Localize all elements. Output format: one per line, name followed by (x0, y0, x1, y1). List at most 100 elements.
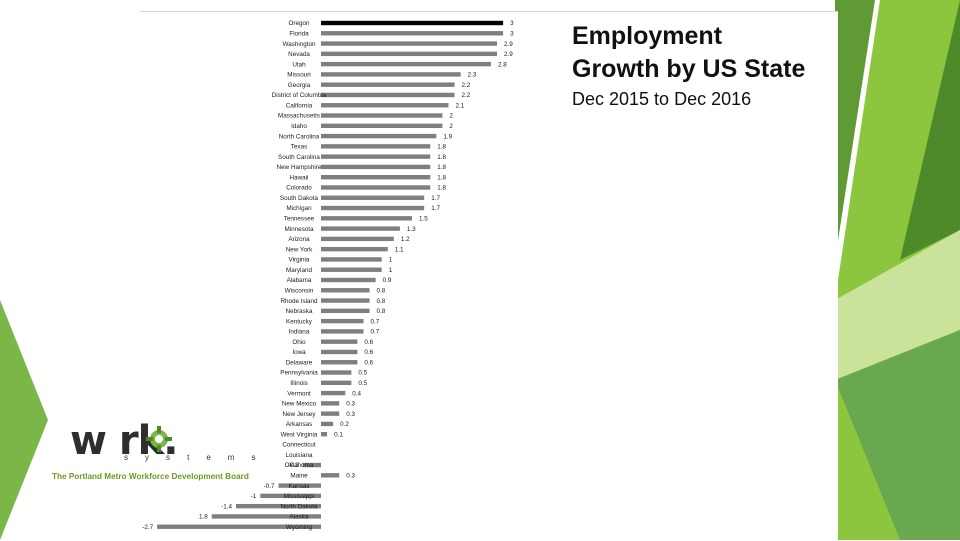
value-label-michigan: 1.7 (431, 205, 440, 212)
green-gear-star-icon (146, 426, 172, 452)
value-label-maryland: 1 (389, 267, 393, 274)
bar-missouri (321, 72, 461, 76)
category-label-district-of-columbia: District of Columbia (272, 92, 327, 99)
category-label-delaware: Delaware (286, 359, 313, 366)
bar-arizona (321, 237, 394, 241)
category-label-hawaii: Hawaii (290, 174, 309, 181)
category-label-kansas: Kansas (288, 483, 309, 490)
value-label-nevada: 2.9 (504, 51, 513, 58)
bar-ohio (321, 339, 357, 343)
bar-california (321, 103, 448, 107)
bar-tennessee (321, 216, 412, 220)
category-label-alabama: Alabama (287, 277, 312, 284)
value-label-tennessee: 1.5 (419, 216, 428, 223)
category-label-pennsylvania: Pennsylvania (280, 370, 318, 377)
value-label-alabama: 0.9 (383, 277, 392, 284)
category-label-massachusetts: Massachusetts (278, 113, 320, 120)
bar-nevada (321, 52, 497, 56)
value-label-missouri: 2.3 (468, 72, 477, 79)
category-label-maryland: Maryland (286, 267, 312, 274)
value-label-oregon: 3 (510, 20, 514, 27)
category-label-iowa: Iowa (292, 349, 306, 356)
bar-iowa (321, 350, 357, 354)
logo-tagline: The Portland Metro Workforce Development… (52, 472, 249, 481)
category-label-mississippi: Mississippi (284, 493, 314, 500)
category-label-texas: Texas (291, 144, 307, 151)
value-label-minnesota: 1.3 (407, 226, 416, 233)
bar-district-of-columbia (321, 93, 455, 97)
value-label-delaware: 0.6 (364, 359, 373, 366)
value-label-nebraska: 0.8 (377, 308, 386, 315)
category-label-washington: Washington (282, 41, 316, 48)
bar-new-hampshire (321, 165, 430, 169)
category-label-new-york: New York (286, 246, 313, 253)
bar-utah (321, 62, 491, 66)
bar-new-jersey (321, 411, 339, 415)
bar-alabama (321, 278, 376, 282)
value-label-north-dakota: -1.4 (221, 503, 232, 510)
bar-south-dakota (321, 196, 424, 200)
value-label-pennsylvania: 0.5 (358, 370, 367, 377)
bar-new-york (321, 247, 388, 251)
category-label-south-carolina: South Carolina (278, 154, 320, 161)
value-label-hawaii: 1.8 (437, 174, 446, 181)
value-label-florida: 3 (510, 30, 514, 37)
bar-kentucky (321, 319, 363, 323)
bar-nebraska (321, 309, 370, 313)
value-label-south-dakota: 1.7 (431, 195, 440, 202)
worksystems-logo: w rk. s y s t e m s The Portland Metro W… (52, 420, 234, 488)
category-label-arizona: Arizona (288, 236, 310, 243)
value-label-ohio: 0.6 (364, 339, 373, 346)
category-label-tennessee: Tennessee (284, 216, 315, 223)
page-title-line-1: Employment (572, 20, 834, 53)
value-label-west-virginia: 0.1 (334, 431, 343, 438)
title-block: Employment Growth by US State Dec 2015 t… (572, 20, 834, 111)
category-label-georgia: Georgia (288, 82, 311, 89)
value-label-iowa: 0.6 (364, 349, 373, 356)
category-label-colorado: Colorado (286, 185, 312, 192)
bar-florida (321, 31, 503, 35)
value-label-georgia: 2.2 (462, 82, 471, 89)
value-label-arizona: 1.2 (401, 236, 410, 243)
bar-south-carolina (321, 154, 430, 158)
bar-vermont (321, 391, 345, 395)
value-label-virginia: 1 (389, 257, 393, 264)
bar-maine (321, 473, 339, 477)
category-label-virginia: Virginia (289, 257, 310, 264)
value-label-new-jersey: 0.3 (346, 411, 355, 418)
value-label-utah: 2.8 (498, 61, 507, 68)
category-label-new-hampshire: New Hampshire (277, 164, 322, 171)
bar-idaho (321, 124, 442, 128)
category-label-utah: Utah (292, 61, 306, 68)
value-label-washington: 2.9 (504, 41, 513, 48)
category-label-west-virginia: West Virginia (281, 431, 318, 438)
category-label-oregon: Oregon (288, 20, 310, 27)
logo-subtext: s y s t e m s (124, 453, 263, 462)
bar-indiana (321, 329, 363, 333)
category-label-missouri: Missouri (287, 72, 310, 79)
value-label-new-hampshire: 1.8 (437, 164, 446, 171)
value-label-massachusetts: 2 (449, 113, 453, 120)
value-label-maine: 0.3 (346, 473, 355, 480)
bar-georgia (321, 82, 455, 86)
bar-rhode-island (321, 298, 370, 302)
value-label-new-york: 1.1 (395, 246, 404, 253)
value-label-rhode-island: 0.8 (377, 298, 386, 305)
bar-colorado (321, 185, 430, 189)
page-title-line-2: Growth by US State (572, 53, 834, 86)
bar-illinois (321, 381, 351, 385)
category-label-new-mexico: New Mexico (282, 401, 317, 408)
value-label-illinois: 0.5 (358, 380, 367, 387)
category-label-new-jersey: New Jersey (283, 411, 317, 418)
category-label-florida: Florida (289, 30, 309, 37)
value-label-idaho: 2 (449, 123, 453, 130)
value-label-vermont: 0.4 (352, 390, 361, 397)
category-label-illinois: Illinois (290, 380, 308, 387)
value-label-oklahoma: -0.3 (288, 462, 299, 469)
value-label-new-mexico: 0.3 (346, 401, 355, 408)
value-label-colorado: 1.8 (437, 185, 446, 192)
slide: OregonFloridaWashingtonNevadaUtahMissour… (0, 0, 960, 540)
value-label-indiana: 0.7 (370, 329, 379, 336)
bar-new-mexico (321, 401, 339, 405)
value-label-texas: 1.8 (437, 144, 446, 151)
